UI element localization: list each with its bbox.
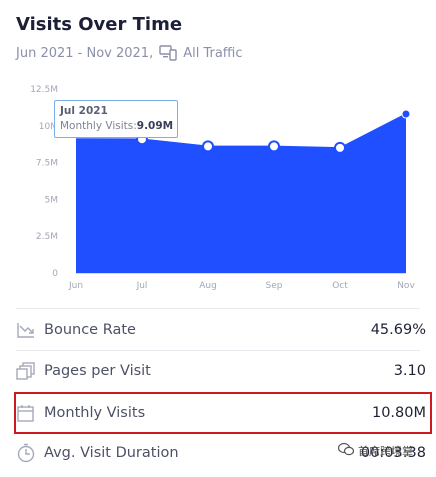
- divider: [16, 350, 420, 351]
- trend-down-icon: [16, 320, 36, 340]
- metric-label: Monthly Visits: [44, 405, 146, 421]
- clock-icon: [16, 443, 36, 463]
- devices-icon: [159, 45, 177, 61]
- date-range: Jun 2021 - Nov 2021,: [16, 45, 154, 61]
- y-tick-label: 12.5M: [30, 85, 58, 95]
- data-point: [268, 140, 280, 153]
- metric-monthly-visits: Monthly Visits 10.80M: [16, 393, 432, 433]
- y-tick-label: 10M: [39, 122, 58, 132]
- data-point: [202, 140, 214, 153]
- x-tick-label: Jun: [68, 281, 83, 291]
- tooltip-line: Monthly Visits:9.09M: [60, 119, 174, 134]
- metric-label: Bounce Rate: [44, 322, 136, 338]
- watermark: 首席跨境掌: [337, 442, 413, 459]
- traffic-filter[interactable]: All Traffic: [183, 45, 243, 61]
- calendar-icon: [16, 403, 36, 423]
- visits-chart: 0 2.5M 5M 7.5M 10M 12.5M Jun Jul Aug Sep Oct Nov: [30, 85, 415, 291]
- x-tick-label: Nov: [397, 281, 415, 291]
- x-tick-label: Sep: [266, 281, 283, 291]
- visits-line: [75, 113, 407, 149]
- visits-area: [76, 114, 406, 273]
- y-tick-label: 7.5M: [36, 159, 58, 169]
- tooltip-title: Jul 2021: [60, 105, 108, 117]
- y-tick-label: 2.5M: [36, 232, 58, 242]
- pages-icon: [16, 361, 36, 381]
- wechat-icon: [337, 442, 355, 459]
- card-subtitle: Jun 2021 - Nov 2021, All Traffic: [16, 45, 243, 61]
- metric-label: Avg. Visit Duration: [44, 445, 179, 461]
- x-tick-label: Oct: [332, 281, 348, 291]
- x-tick-label: Aug: [199, 281, 217, 291]
- chart-tooltip: Jul 2021 Monthly Visits:9.09M: [54, 100, 178, 138]
- metric-value: 45.69%: [370, 322, 426, 338]
- metric-value: 00:03:38: [360, 445, 426, 461]
- data-point: [401, 109, 411, 119]
- card-title: Visits Over Time: [16, 14, 183, 35]
- y-tick-label: 5M: [45, 195, 59, 205]
- monthly-visits-highlight: [14, 392, 432, 434]
- metric-pages-per-visit: Pages per Visit 3.10: [16, 351, 432, 391]
- metric-bounce-rate: Bounce Rate 45.69%: [16, 310, 432, 350]
- metric-value: 3.10: [393, 363, 426, 379]
- watermark-text: 首席跨境掌: [358, 444, 413, 458]
- tooltip-value: 9.09M: [136, 120, 174, 132]
- y-tick-label: 0: [52, 269, 58, 279]
- data-point: [334, 141, 346, 154]
- divider: [16, 308, 420, 309]
- tooltip-label: Monthly Visits:: [60, 120, 137, 132]
- x-tick-label: Jul: [136, 281, 148, 291]
- metric-value: 10.80M: [371, 405, 426, 421]
- metric-avg-visit-duration: Avg. Visit Duration 00:03:38: [16, 433, 432, 473]
- metric-label: Pages per Visit: [44, 363, 151, 379]
